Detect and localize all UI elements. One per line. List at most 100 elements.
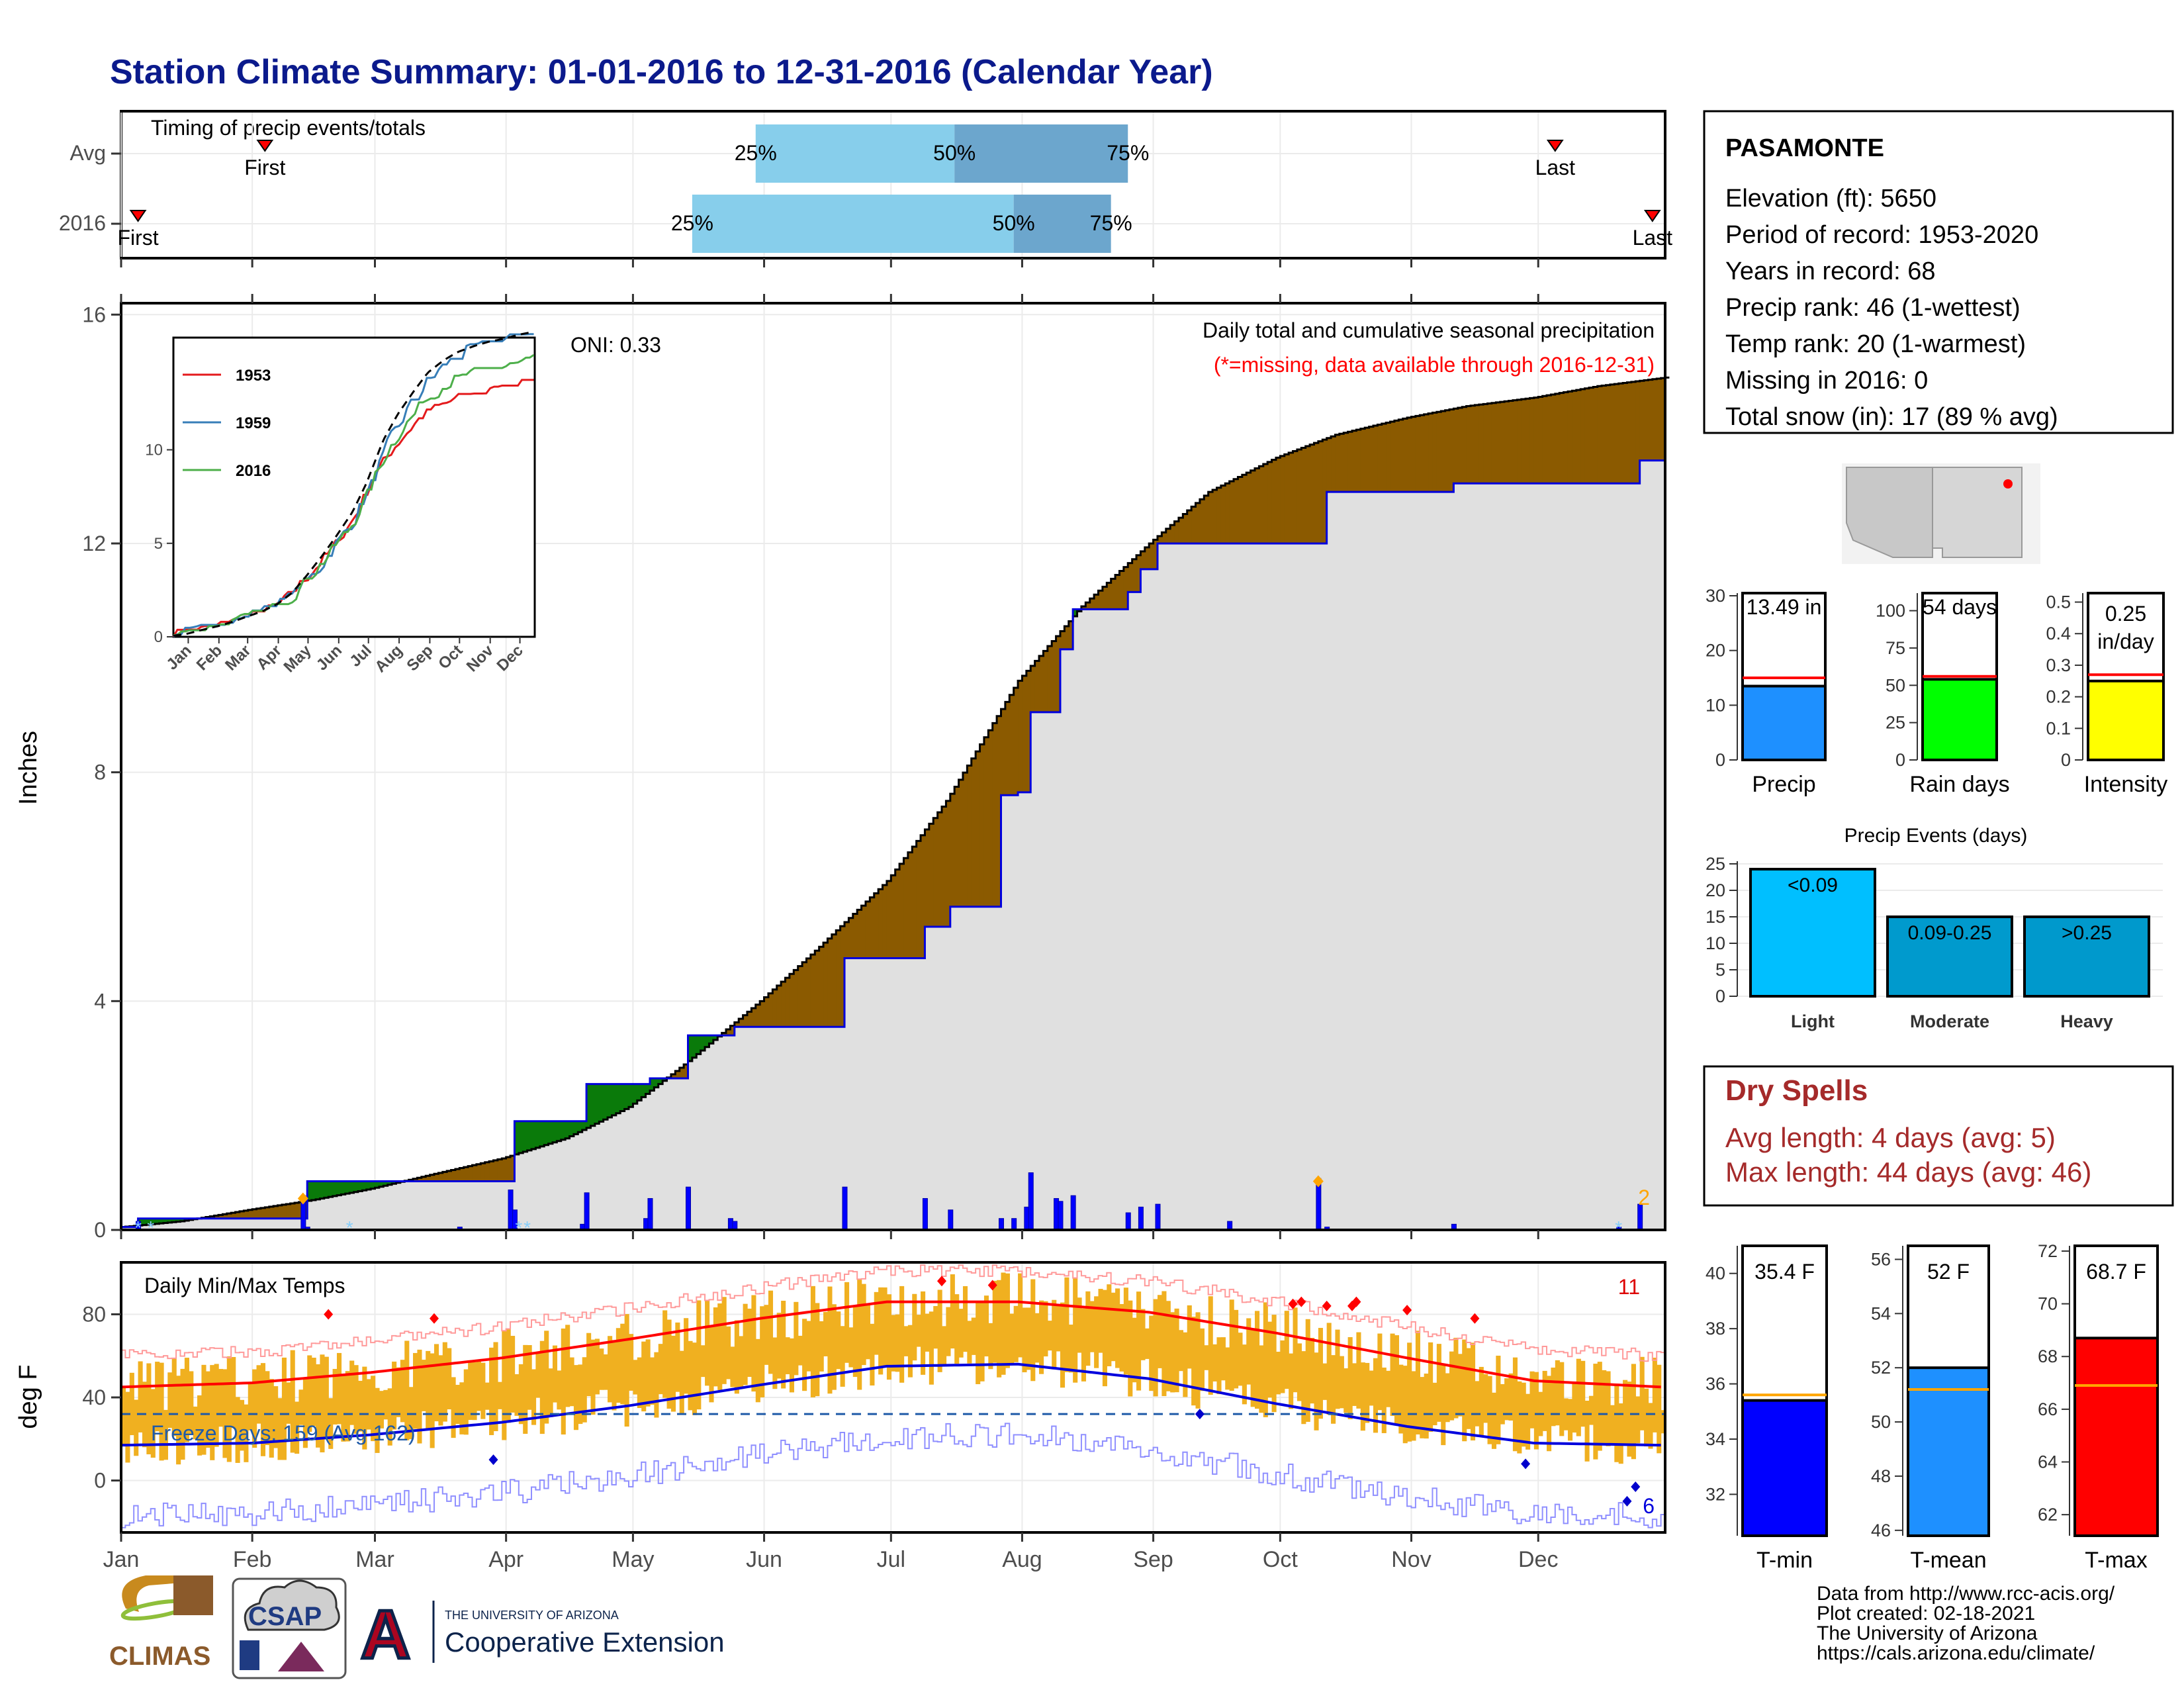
temp-record-high-line (121, 1264, 1665, 1362)
precip-events-y-tick-label: 25 (1706, 854, 1725, 874)
precip-daily-bar (1125, 1212, 1131, 1231)
precip-surplus-band (527, 1121, 532, 1150)
temp-panel: 0 40 80 Jan Feb Mar Apr May Jun Jul Aug Sep Oct Nov D… (15, 1261, 1666, 1572)
precip-deficit-band (1089, 598, 1095, 610)
precip-deficit-band (882, 885, 887, 959)
temp-daily-bar (1475, 1381, 1480, 1427)
precip-surplus-band (629, 1084, 634, 1107)
temp-daily-bar (379, 1391, 384, 1429)
timing-marker (1643, 210, 1661, 222)
temp-bar-y-tick-label: 50 (1871, 1412, 1891, 1432)
timing-marker (1546, 140, 1564, 152)
temp-daily-bar (1635, 1396, 1641, 1444)
temp-daily-bar (138, 1361, 143, 1432)
precip-deficit-band (1144, 547, 1150, 569)
precip-deficit-band (891, 875, 896, 959)
temp-daily-bar (1322, 1363, 1328, 1400)
temp-daily-bar (654, 1352, 659, 1418)
precip-deficit-band (1500, 402, 1505, 484)
temp-daily-bar (615, 1328, 621, 1403)
inset-series-1959 (173, 333, 534, 637)
precip-deficit-band (1174, 521, 1179, 543)
precip-deficit-band (848, 917, 854, 959)
temp-x-tick-label: Feb (233, 1547, 272, 1572)
precip-deficit-band (852, 914, 858, 959)
temp-daily-bar (684, 1318, 689, 1394)
snow-marker: * (134, 1217, 142, 1238)
precip-y-tick-label: 0 (94, 1218, 106, 1242)
precip-deficit-band (1242, 475, 1247, 543)
temp-daily-bar (1394, 1335, 1400, 1426)
mini-bar-value (1921, 678, 1998, 761)
timing-marker-label: Last (1633, 226, 1673, 250)
precip-deficit-band (1373, 426, 1378, 492)
station-line: Years in record: 68 (1725, 258, 1936, 285)
temp-daily-bar (721, 1297, 727, 1384)
precip-surplus-band (357, 1181, 363, 1192)
climas-logo-text: CLIMAS (109, 1642, 210, 1671)
temp-daily-bar (531, 1369, 537, 1425)
precip-surplus-band (615, 1084, 621, 1113)
precip-surplus-band (366, 1181, 371, 1190)
precip-deficit-band (1420, 415, 1425, 492)
precip-events-bar (2023, 915, 2150, 998)
mini-bar-y-tick-label: 0 (1715, 750, 1725, 770)
precip-deficit-band (1318, 441, 1323, 543)
precip-surplus-band (146, 1218, 152, 1225)
temp-daily-bar (1457, 1354, 1463, 1417)
temp-daily-bar (438, 1355, 443, 1426)
temp-daily-bar (844, 1282, 850, 1363)
record-high-marker (1351, 1296, 1361, 1307)
temp-daily-bar (637, 1357, 642, 1409)
precip-deficit-band (886, 880, 891, 959)
mini-bar-value (1741, 684, 1827, 761)
temp-bar-y-tick-label: 52 (1871, 1358, 1891, 1378)
temp-daily-bar (633, 1360, 638, 1395)
precip-deficit-band (1115, 575, 1120, 610)
precip-surplus-band (582, 1121, 587, 1131)
precip-deficit-band (463, 1167, 469, 1182)
temp-daily-bar (781, 1300, 786, 1389)
precip-deficit-band (675, 1070, 680, 1078)
precip-events-bar-label: >0.25 (2062, 922, 2112, 944)
temp-daily-bar (979, 1301, 985, 1382)
precip-deficit-band (1347, 432, 1353, 492)
temp-daily-bar (929, 1311, 934, 1385)
temp-x-tick-label: Oct (1263, 1547, 1298, 1572)
temp-bar-y-tick-label: 64 (2038, 1452, 2058, 1472)
precip-deficit-band (1635, 381, 1641, 484)
precip-deficit-band (1259, 466, 1264, 543)
precip-deficit-band (1567, 391, 1572, 484)
timing-pct-label: 75% (1107, 141, 1149, 165)
precip-deficit-band (1525, 399, 1531, 484)
precip-surplus-band (1077, 609, 1082, 612)
mini-bar-y-tick-label: 0.2 (2046, 687, 2071, 707)
temp-daily-bar (371, 1376, 376, 1442)
temp-bar-value (1741, 1399, 1828, 1538)
temp-daily-bar (1559, 1362, 1565, 1436)
precip-events-y-tick-label: 20 (1706, 880, 1725, 900)
temp-y-tick-label: 40 (82, 1385, 106, 1409)
precip-deficit-band (1352, 430, 1357, 492)
temp-daily-bar (1026, 1307, 1031, 1370)
timing-row-label: Avg (69, 141, 106, 165)
temp-daily-bar (1386, 1370, 1391, 1407)
temp-daily-bar (413, 1352, 418, 1429)
precip-surplus-band (552, 1121, 557, 1143)
precip-deficit-band (1208, 492, 1213, 543)
temp-daily-bar (874, 1291, 879, 1355)
temp-daily-bar (1174, 1308, 1179, 1393)
precip-deficit-band (1225, 483, 1230, 543)
temp-daily-bar (1496, 1355, 1501, 1444)
temp-daily-bar (180, 1368, 185, 1460)
temp-daily-bar (878, 1287, 884, 1375)
precip-events-y-tick-label: 10 (1706, 933, 1725, 953)
temp-daily-bar (1648, 1403, 1653, 1449)
precip-deficit-band (684, 1064, 689, 1078)
precip-deficit-band (726, 1029, 731, 1036)
temp-daily-bar (307, 1355, 312, 1432)
temp-daily-bar (1352, 1363, 1357, 1406)
temp-daily-bar (184, 1358, 189, 1442)
temp-daily-bar (1449, 1351, 1455, 1421)
